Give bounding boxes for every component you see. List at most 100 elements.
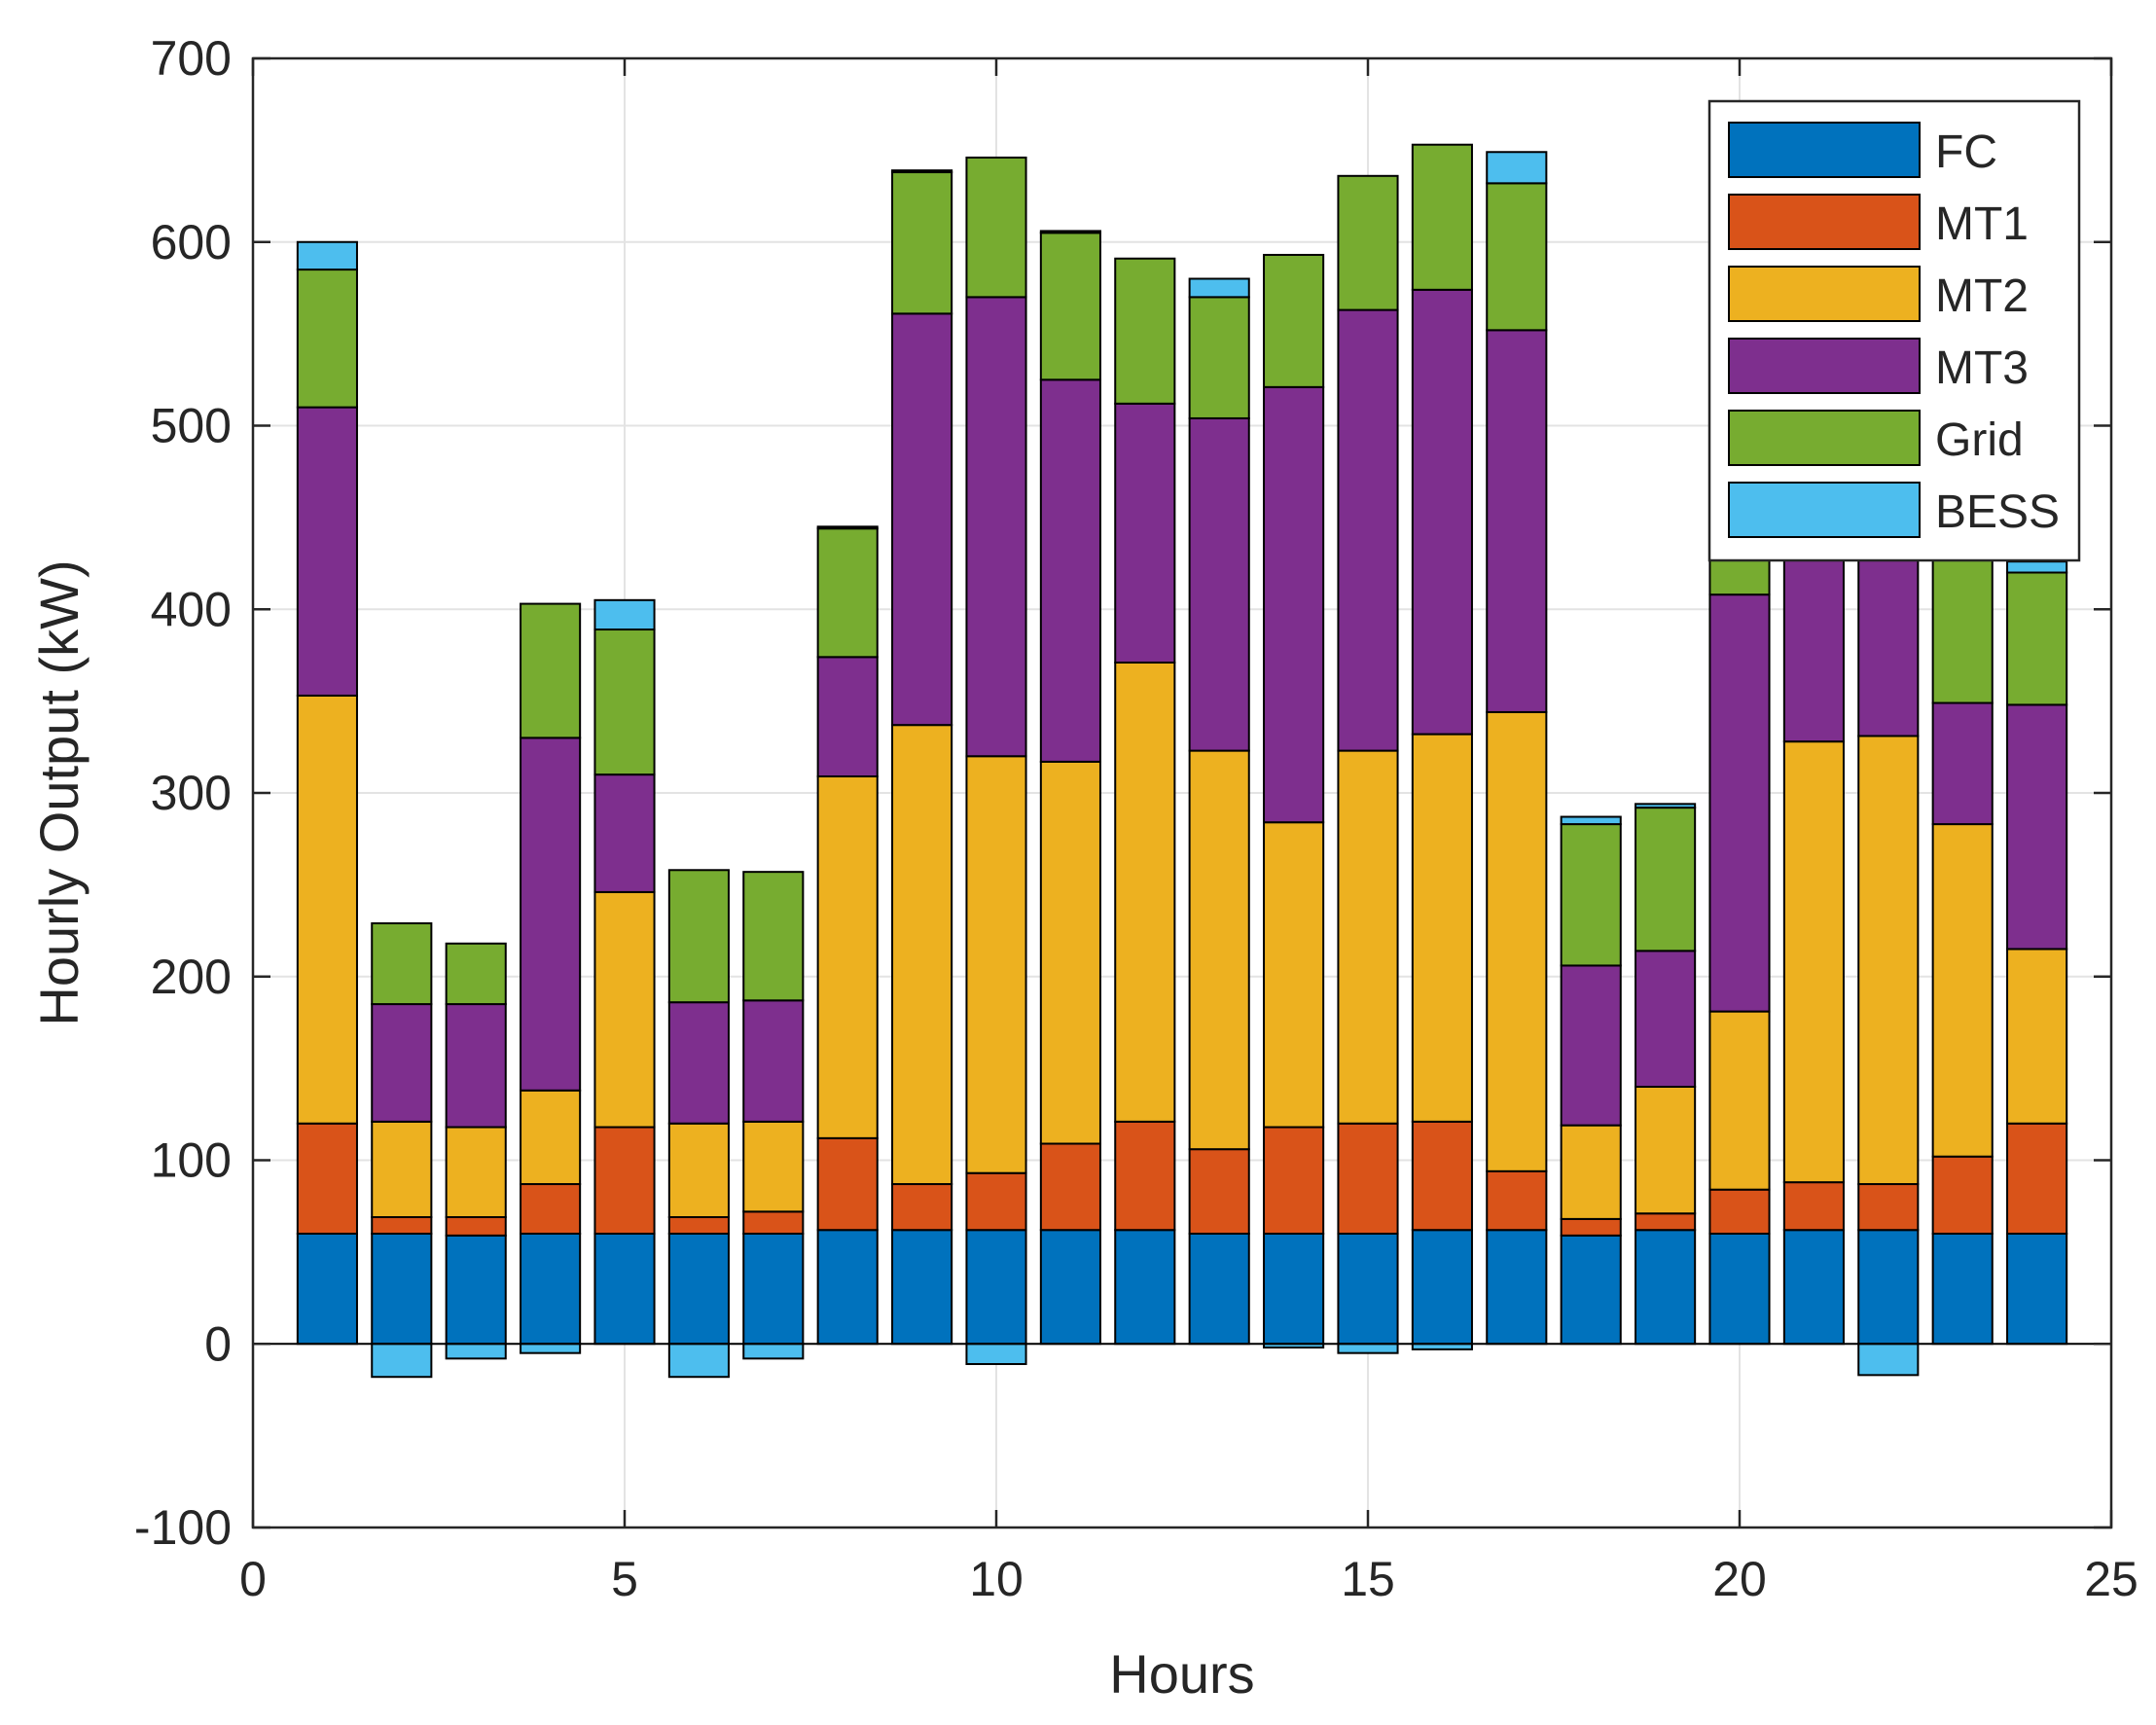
bar-mt2-hour-13: [1188, 749, 1250, 1151]
bar-mt1-hour-16: [1411, 1120, 1473, 1232]
bar-fc-hour-17: [1486, 1229, 1548, 1346]
bar-mt2-hour-1: [296, 694, 358, 1125]
bar-mt2-hour-8: [816, 775, 879, 1139]
bar-mt1-hour-15: [1337, 1122, 1399, 1235]
bar-fc-hour-8: [816, 1229, 879, 1346]
bar-fc-hour-16: [1411, 1229, 1473, 1346]
bar-mt1-hour-7: [742, 1210, 805, 1235]
bar-mt3-hour-13: [1188, 416, 1250, 752]
y-tick-label: 0: [204, 1316, 232, 1371]
bar-mt2-hour-23: [1931, 823, 1994, 1158]
bar-mt1-hour-4: [520, 1183, 582, 1235]
bar-fc-hour-20: [1708, 1233, 1771, 1346]
bar-mt1-hour-21: [1782, 1181, 1845, 1232]
bar-bess-hour-2: [371, 1343, 433, 1379]
bar-mt2-hour-10: [965, 755, 1027, 1174]
bar-grid-hour-1: [296, 269, 358, 409]
bar-mt3-hour-9: [891, 312, 953, 727]
bar-mt2-hour-11: [1039, 760, 1101, 1145]
bar-grid-hour-5: [593, 629, 656, 776]
bar-mt3-hour-19: [1635, 950, 1697, 1089]
legend-swatch-grid: [1728, 410, 1921, 466]
bar-mt1-hour-5: [593, 1126, 656, 1236]
bar-grid-hour-14: [1263, 253, 1325, 388]
bar-bess-hour-4: [520, 1343, 582, 1354]
bar-mt3-hour-12: [1114, 402, 1176, 664]
bar-fc-hour-15: [1337, 1233, 1399, 1346]
bar-mt2-hour-15: [1337, 749, 1399, 1125]
bar-mt1-hour-3: [445, 1216, 507, 1237]
legend-swatch-bess: [1728, 482, 1921, 538]
legend-label-mt3: MT3: [1935, 342, 2029, 394]
bar-bess-hour-9: [891, 169, 953, 174]
bar-fc-hour-4: [520, 1233, 582, 1346]
bar-fc-hour-10: [965, 1229, 1027, 1346]
bar-mt2-hour-2: [371, 1120, 433, 1219]
bar-bess-hour-5: [593, 598, 656, 631]
bar-bess-hour-22: [1857, 1343, 1920, 1377]
y-tick-label: 200: [151, 950, 232, 1004]
bar-mt3-hour-10: [965, 296, 1027, 758]
bar-bess-hour-15: [1337, 1343, 1399, 1354]
bar-mt2-hour-7: [742, 1120, 805, 1213]
bar-grid-hour-12: [1114, 257, 1176, 405]
bar-mt2-hour-18: [1560, 1124, 1622, 1220]
bar-mt1-hour-10: [965, 1171, 1027, 1232]
bar-fc-hour-2: [371, 1233, 433, 1346]
y-tick-label: 600: [151, 215, 232, 270]
bar-grid-hour-19: [1635, 807, 1697, 952]
bar-grid-hour-16: [1411, 143, 1473, 291]
bar-grid-hour-13: [1188, 296, 1250, 419]
bar-fc-hour-22: [1857, 1229, 1920, 1346]
bar-mt1-hour-20: [1708, 1188, 1771, 1235]
bar-mt2-hour-12: [1114, 661, 1176, 1123]
bar-bess-hour-7: [742, 1343, 805, 1360]
x-tick-label: 5: [611, 1552, 638, 1606]
x-tick-label: 20: [1712, 1552, 1767, 1606]
bar-fc-hour-14: [1263, 1233, 1325, 1346]
bar-fc-hour-1: [296, 1233, 358, 1346]
bar-mt1-hour-12: [1114, 1120, 1176, 1232]
bar-mt2-hour-4: [520, 1089, 582, 1186]
bar-mt3-hour-20: [1708, 593, 1771, 1013]
bar-bess-hour-17: [1486, 151, 1548, 185]
y-axis-label: Hourly Output (kW): [28, 559, 90, 1025]
legend-label-mt1: MT1: [1935, 198, 2029, 250]
bar-mt3-hour-1: [296, 406, 358, 697]
legend-swatch-mt3: [1728, 338, 1921, 394]
bar-mt3-hour-23: [1931, 701, 1994, 826]
bar-grid-hour-15: [1337, 174, 1399, 311]
bar-bess-hour-11: [1039, 230, 1101, 234]
bar-mt3-hour-2: [371, 1003, 433, 1123]
y-tick-label: -100: [134, 1500, 232, 1555]
bar-mt2-hour-14: [1263, 821, 1325, 1129]
bar-mt2-hour-22: [1857, 735, 1920, 1186]
bar-mt2-hour-5: [593, 890, 656, 1129]
legend-label-grid: Grid: [1935, 414, 2024, 466]
bar-fc-hour-9: [891, 1229, 953, 1346]
bar-mt3-hour-4: [520, 737, 582, 1092]
bar-mt3-hour-16: [1411, 288, 1473, 736]
y-tick-label: 700: [151, 31, 232, 86]
bar-bess-hour-24: [2006, 560, 2068, 574]
bars: [296, 143, 2068, 1379]
bar-mt1-hour-13: [1188, 1148, 1250, 1236]
bar-mt3-hour-17: [1486, 329, 1548, 713]
bar-fc-hour-5: [593, 1233, 656, 1346]
bar-bess-hour-19: [1635, 803, 1697, 809]
bar-mt3-hour-3: [445, 1003, 507, 1129]
y-tick-label: 400: [151, 582, 232, 636]
legend: FC MT1 MT2 MT3 Grid BESS: [1707, 99, 2081, 562]
bar-grid-hour-18: [1560, 823, 1622, 967]
y-tick-label: 500: [151, 399, 232, 453]
bar-fc-hour-23: [1931, 1233, 1994, 1346]
bar-grid-hour-3: [445, 942, 507, 1006]
bar-mt2-hour-9: [891, 724, 953, 1186]
x-tick-label: 0: [239, 1552, 267, 1606]
axes: [251, 56, 2113, 1529]
bar-mt1-hour-17: [1486, 1169, 1548, 1232]
bar-mt1-hour-8: [816, 1136, 879, 1232]
x-tick-label: 15: [1341, 1552, 1395, 1606]
y-tick-label: 300: [151, 766, 232, 820]
